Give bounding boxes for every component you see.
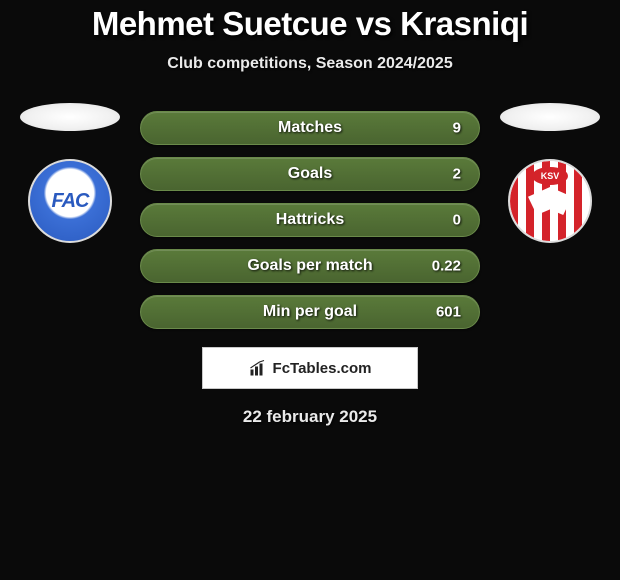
- stat-label: Goals per match: [247, 257, 372, 275]
- stat-row-hattricks: Hattricks 0: [140, 203, 480, 237]
- club-badge-left: FAC: [28, 159, 112, 243]
- stat-value: 601: [436, 304, 461, 321]
- branding-text: FcTables.com: [273, 360, 372, 377]
- stat-value: 9: [453, 120, 461, 137]
- footer-date: 22 february 2025: [0, 407, 620, 427]
- page-subtitle: Club competitions, Season 2024/2025: [0, 55, 620, 73]
- stat-label: Hattricks: [276, 211, 344, 229]
- stats-column: Matches 9 Goals 2 Hattricks 0 Goals per …: [140, 111, 480, 329]
- player-left-avatar-placeholder: [20, 103, 120, 131]
- stat-row-goals-per-match: Goals per match 0.22: [140, 249, 480, 283]
- bar-chart-icon: [249, 359, 267, 377]
- player-left-column: FAC: [20, 103, 120, 243]
- stat-label: Goals: [288, 165, 332, 183]
- stat-value: 2: [453, 166, 461, 183]
- stat-row-goals: Goals 2: [140, 157, 480, 191]
- club-badge-left-text: FAC: [52, 190, 89, 213]
- branding-box[interactable]: FcTables.com: [202, 347, 418, 389]
- player-right-column: KSV: [500, 103, 600, 243]
- club-badge-right-stripes: KSV: [510, 161, 590, 241]
- main-row: FAC Matches 9 Goals 2 Hattricks 0 Goals …: [0, 111, 620, 329]
- page-title: Mehmet Suetcue vs Krasniqi: [0, 5, 620, 43]
- eagle-icon: [528, 187, 572, 215]
- comparison-card: Mehmet Suetcue vs Krasniqi Club competit…: [0, 0, 620, 427]
- stat-label: Matches: [278, 119, 342, 137]
- stat-value: 0.22: [432, 258, 461, 275]
- stat-row-matches: Matches 9: [140, 111, 480, 145]
- stat-value: 0: [453, 212, 461, 229]
- stat-label: Min per goal: [263, 303, 357, 321]
- club-badge-right-text: KSV: [532, 167, 568, 185]
- player-right-avatar-placeholder: [500, 103, 600, 131]
- stat-row-min-per-goal: Min per goal 601: [140, 295, 480, 329]
- club-badge-right: KSV: [508, 159, 592, 243]
